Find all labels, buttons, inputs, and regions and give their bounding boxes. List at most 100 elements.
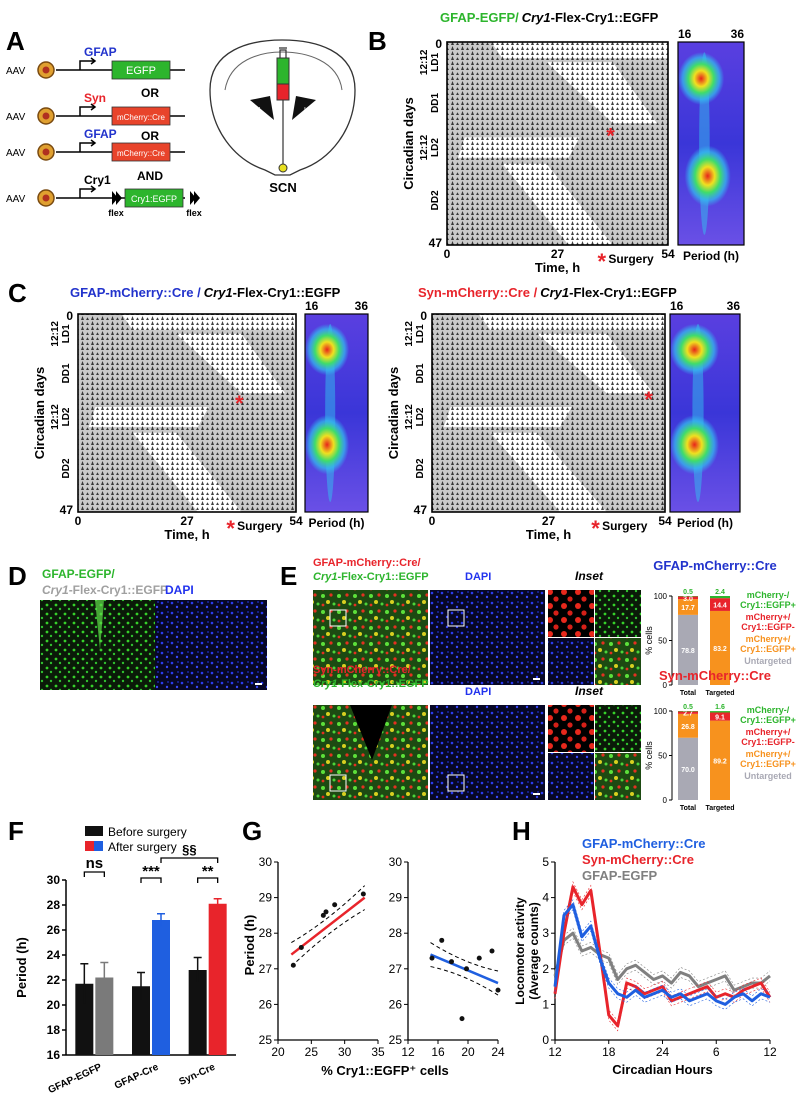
actogram-frame — [446, 41, 669, 246]
inset-image — [595, 590, 641, 637]
phase-label: DD2 — [430, 190, 441, 210]
flex-site — [190, 191, 200, 205]
y-axis-label: Circadian days — [32, 367, 47, 460]
vector-label: AAV — [6, 112, 26, 123]
promoter: Cry1 — [84, 173, 111, 187]
y-tick-label: 25 — [389, 1033, 403, 1047]
bar-segment — [678, 713, 698, 738]
x-tick-label: Total — [680, 690, 696, 697]
y-axis-label: Circadian days — [401, 97, 416, 190]
inset-image — [595, 753, 641, 800]
value-label: 83.2 — [713, 646, 727, 653]
day-label: 47 — [414, 503, 428, 517]
phase-label: LD2 — [430, 138, 441, 157]
data-point — [489, 948, 495, 954]
phase-label: LD2 — [61, 407, 72, 426]
y-tick-label: 30 — [47, 873, 61, 887]
significance-label: ** — [202, 863, 214, 880]
promoter: GFAP — [84, 45, 117, 59]
line-part: mCherry+/ — [746, 634, 791, 644]
x-tick-label: 6 — [713, 1045, 720, 1059]
joiner: OR — [141, 86, 159, 100]
stain-label: DAPI — [465, 571, 491, 583]
error-bar — [213, 898, 222, 909]
italic-part: Cry1 — [313, 571, 337, 583]
surgery-label: Surgery — [602, 519, 648, 533]
panel-letter: D — [8, 561, 27, 591]
legend-entry: GFAP-mCherry::Cre — [582, 836, 706, 851]
day-label: 47 — [60, 503, 74, 517]
target-label: SCN — [269, 180, 296, 195]
data-point — [439, 937, 445, 943]
data-point — [464, 966, 469, 972]
brain-outline — [209, 39, 356, 176]
bar-segment — [678, 599, 698, 615]
line-part: mCherry+/ — [746, 612, 791, 622]
data-point — [332, 902, 338, 908]
surgery-marker: * — [644, 387, 653, 412]
inset-box — [329, 609, 347, 627]
y-tick-label: 26 — [389, 997, 403, 1011]
text-part: -Flex-Cry1::EGFP — [233, 285, 341, 300]
reporter-label: Cry1-Flex-Cry1::EGFP — [313, 571, 429, 583]
error-envelope — [554, 899, 771, 1000]
joiner: AND — [137, 169, 163, 183]
surgery-label: Surgery — [237, 519, 283, 533]
promoter-arrow — [79, 57, 97, 70]
y-tick-label: 29 — [389, 891, 403, 905]
y-axis-label: (Average counts) — [527, 902, 541, 1000]
bar-segment — [678, 614, 698, 685]
inset-image — [548, 590, 594, 637]
legend-entry: After surgery — [108, 840, 177, 854]
activity-bouts — [447, 42, 668, 245]
value-label: 1.6 — [715, 704, 725, 711]
promoter-arrow — [79, 185, 97, 198]
period-tick: 16 — [678, 27, 692, 41]
period-tick: 36 — [731, 27, 745, 41]
text-part: -Flex-Cry1::EGFP — [337, 571, 428, 583]
panel-letter: B — [368, 26, 387, 56]
y-tick-label: 28 — [47, 898, 61, 912]
line-part: Cry1::EGFP- — [741, 622, 795, 632]
y-tick-label: 2 — [542, 962, 549, 976]
text-part: -Flex-Cry1::EGFP — [337, 678, 428, 690]
x-tick-label: GFAP-EGFP — [47, 1062, 104, 1093]
data-point — [476, 955, 482, 961]
data-point — [323, 909, 329, 915]
y-tick-label: 29 — [259, 891, 273, 905]
gene: Cry1:EGFP — [131, 194, 177, 204]
italic-part: Cry1 — [540, 285, 569, 300]
periodogram-peak — [684, 145, 731, 207]
inset-image — [595, 705, 641, 752]
gene-box — [111, 142, 171, 162]
legend-swatch — [85, 826, 103, 836]
period-axis-label: Period (h) — [683, 249, 739, 263]
line-part: mCherry-/ — [747, 705, 790, 715]
significance-bracket — [160, 857, 219, 863]
bar-segment — [710, 711, 730, 713]
legend-swatch — [85, 841, 94, 851]
value-label: 2.7 — [683, 711, 693, 718]
gene: mCherry::Cre — [117, 149, 166, 158]
line-part: Cry1::EGFP+ — [740, 600, 796, 610]
scn-spot — [278, 163, 288, 173]
significance-label: §§ — [182, 842, 196, 857]
period-tick: 36 — [355, 299, 369, 313]
micrograph-dapi — [430, 590, 545, 685]
phase-label: DD2 — [61, 458, 72, 478]
inset-label: Inset — [575, 569, 604, 583]
y-tick-label: 100 — [654, 592, 668, 601]
title-driver: GFAP-EGFP/ — [440, 10, 519, 25]
error-envelope — [554, 927, 771, 986]
flex-site — [112, 191, 122, 205]
micrograph-dapi — [155, 600, 267, 690]
chart-title: Syn-mCherry::Cre — [659, 668, 771, 683]
x-tick-label: 24 — [656, 1045, 670, 1059]
y-tick-label: 50 — [658, 752, 667, 761]
y-tick-label: 26 — [259, 997, 273, 1011]
x-tick-label: 30 — [338, 1045, 352, 1059]
x-tick-label: 54 — [661, 247, 675, 261]
y-tick-label: 26 — [47, 923, 61, 937]
value-label: 89.2 — [713, 758, 727, 765]
phase-label: 12:12 — [404, 321, 415, 347]
